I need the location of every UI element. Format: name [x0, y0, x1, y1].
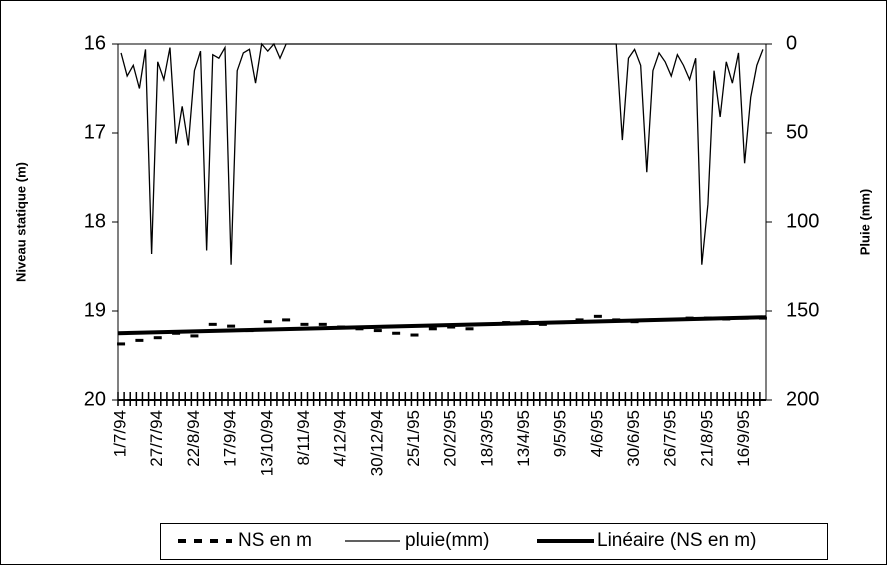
ns-marker	[153, 336, 162, 340]
ns-marker	[227, 324, 236, 328]
x-tick-label: 21/8/95	[697, 410, 716, 467]
ns-marker	[465, 327, 474, 331]
y2-axis-title: Pluie (mm)	[857, 189, 872, 255]
x-tick-label: 4/12/94	[331, 410, 350, 467]
y-tick-label: 16	[84, 32, 106, 54]
ns-marker	[428, 327, 437, 331]
y2-tick-label: 200	[786, 388, 819, 410]
x-tick-label: 8/11/94	[294, 410, 313, 465]
ns-marker	[282, 318, 291, 322]
x-tick-label: 27/7/94	[147, 410, 166, 467]
y-tick-label: 18	[84, 210, 106, 232]
x-tick-label: 16/9/95	[734, 410, 753, 467]
ns-marker	[447, 325, 456, 329]
y-axis-title: Niveau statique (m)	[13, 162, 28, 282]
ns-marker	[300, 322, 309, 326]
y2-tick-label: 50	[786, 121, 808, 143]
x-tick-label: 30/12/94	[367, 410, 386, 476]
legend	[160, 523, 828, 560]
x-tick-label: 22/8/94	[184, 410, 203, 467]
y2-tick-label: 100	[786, 210, 819, 232]
x-tick-label: 26/7/95	[661, 410, 680, 467]
x-tick-label: 30/6/95	[624, 410, 643, 467]
x-tick-label: 4/6/95	[587, 410, 606, 457]
x-tick-label: 1/7/94	[111, 410, 130, 457]
legend-label: NS en m	[238, 530, 312, 551]
ns-marker	[135, 338, 144, 342]
plot-area	[117, 43, 767, 401]
y2-tick-label: 150	[786, 299, 819, 321]
ns-marker	[263, 320, 272, 324]
ns-marker	[117, 342, 126, 346]
x-tick-label: 25/1/95	[404, 410, 423, 467]
x-tick-label: 9/5/95	[551, 410, 570, 457]
ns-marker	[410, 333, 419, 337]
ns-marker	[392, 331, 401, 335]
legend-label: Linéaire (NS en m)	[597, 530, 756, 551]
rain-line	[120, 42, 764, 265]
ns-marker	[318, 322, 327, 326]
x-tick-label: 13/4/95	[514, 410, 533, 467]
ns-marker	[593, 314, 602, 318]
y-tick-label: 20	[84, 388, 106, 410]
x-tick-label: 20/2/95	[441, 410, 460, 467]
y2-tick-label: 0	[786, 32, 797, 54]
ns-marker	[208, 322, 217, 326]
y-tick-label: 19	[84, 299, 106, 321]
ns-marker	[190, 334, 199, 338]
x-tick-label: 17/9/94	[221, 410, 240, 467]
ns-marker	[373, 329, 382, 333]
y-tick-label: 17	[84, 121, 106, 143]
legend-label: pluie(mm)	[405, 530, 489, 551]
x-tick-label: 13/10/94	[257, 410, 276, 476]
x-tick-label: 18/3/95	[477, 410, 496, 467]
trend-line	[117, 315, 767, 336]
